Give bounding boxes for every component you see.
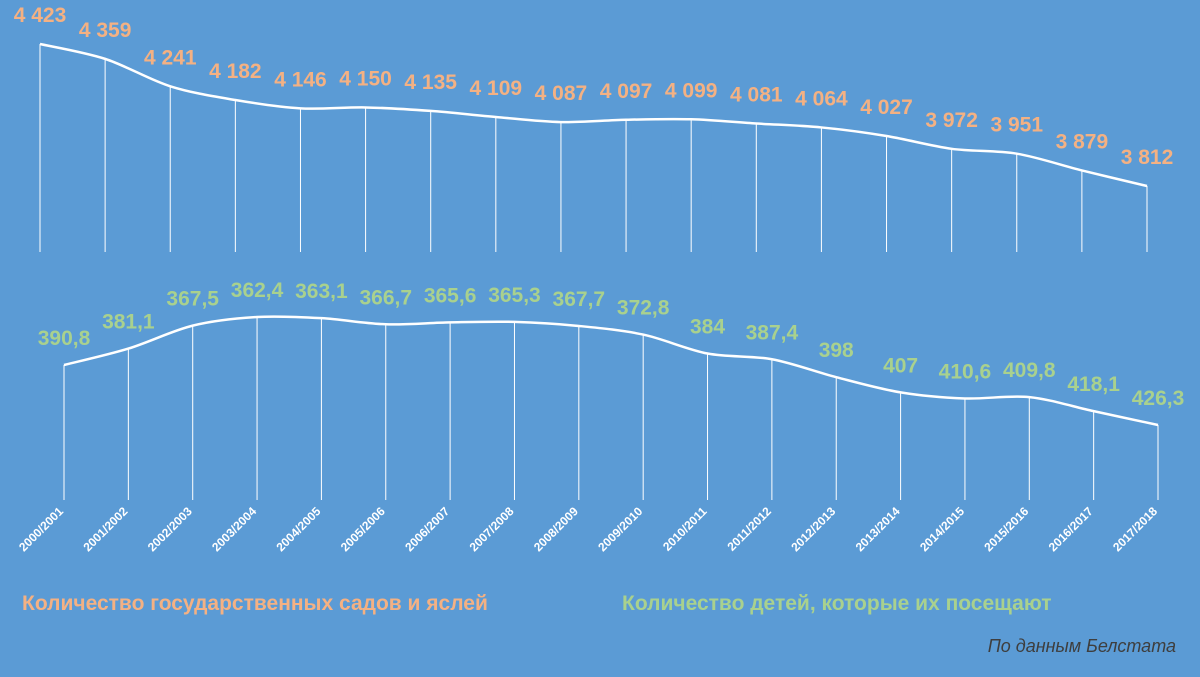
x-tick-label-7: 2007/2008 bbox=[467, 504, 517, 554]
data-label-kindergartens-17: 3 812 bbox=[1121, 146, 1174, 169]
data-label-kindergartens-7: 4 109 bbox=[470, 77, 523, 100]
data-label-children-10: 384 bbox=[690, 316, 725, 339]
data-label-children-7: 365,3 bbox=[488, 284, 541, 307]
data-label-children-4: 363,1 bbox=[295, 280, 348, 303]
data-label-kindergartens-16: 3 879 bbox=[1056, 130, 1109, 153]
data-label-children-9: 372,8 bbox=[617, 297, 670, 320]
data-label-children-11: 387,4 bbox=[746, 321, 799, 344]
data-label-kindergartens-13: 4 027 bbox=[860, 96, 913, 119]
data-label-children-17: 426,3 bbox=[1132, 387, 1185, 410]
data-label-kindergartens-0: 4 423 bbox=[14, 4, 67, 27]
data-label-children-3: 362,4 bbox=[231, 279, 284, 302]
data-label-kindergartens-11: 4 081 bbox=[730, 83, 783, 106]
data-label-kindergartens-4: 4 146 bbox=[274, 68, 327, 91]
x-tick-label-15: 2015/2016 bbox=[981, 504, 1031, 554]
data-label-children-14: 410,6 bbox=[939, 360, 992, 383]
x-tick-label-6: 2006/2007 bbox=[402, 504, 452, 554]
x-tick-label-4: 2004/2005 bbox=[274, 504, 324, 554]
data-label-children-13: 407 bbox=[883, 354, 918, 377]
source-note: По данным Белстата bbox=[987, 636, 1176, 656]
x-tick-label-16: 2016/2017 bbox=[1046, 504, 1096, 554]
x-tick-label-3: 2003/2004 bbox=[209, 504, 259, 554]
x-tick-label-11: 2011/2012 bbox=[724, 504, 774, 554]
data-label-children-8: 367,7 bbox=[553, 288, 606, 311]
data-label-kindergartens-3: 4 182 bbox=[209, 60, 262, 83]
x-tick-label-2: 2002/2003 bbox=[145, 504, 195, 554]
data-label-kindergartens-8: 4 087 bbox=[535, 82, 588, 105]
data-label-children-6: 365,6 bbox=[424, 284, 477, 307]
data-label-kindergartens-15: 3 951 bbox=[990, 114, 1043, 137]
data-label-kindergartens-1: 4 359 bbox=[79, 19, 132, 42]
data-label-kindergartens-2: 4 241 bbox=[144, 46, 197, 69]
x-tick-label-17: 2017/2018 bbox=[1110, 504, 1160, 554]
x-tick-label-5: 2005/2006 bbox=[338, 504, 388, 554]
data-label-kindergartens-6: 4 135 bbox=[404, 71, 457, 94]
data-label-kindergartens-9: 4 097 bbox=[600, 80, 653, 103]
data-label-children-0: 390,8 bbox=[38, 327, 91, 350]
x-tick-label-12: 2012/2013 bbox=[788, 504, 838, 554]
legend-series-children: Количество детей, которые их посещают bbox=[622, 592, 1052, 615]
x-tick-label-10: 2010/2011 bbox=[660, 504, 710, 554]
legend-series-kindergartens: Количество государственных садов и яслей bbox=[22, 592, 488, 615]
data-label-children-15: 409,8 bbox=[1003, 359, 1056, 382]
data-label-children-5: 366,7 bbox=[359, 286, 412, 309]
data-label-children-12: 398 bbox=[819, 339, 854, 362]
data-label-kindergartens-10: 4 099 bbox=[665, 79, 718, 102]
x-tick-label-13: 2013/2014 bbox=[853, 504, 903, 554]
series-line-kindergartens bbox=[39, 42, 1148, 188]
x-tick-label-9: 2009/2010 bbox=[595, 504, 645, 554]
x-tick-label-1: 2001/2002 bbox=[80, 504, 130, 554]
data-label-children-2: 367,5 bbox=[166, 288, 219, 311]
data-label-kindergartens-14: 3 972 bbox=[925, 109, 978, 132]
data-label-children-16: 418,1 bbox=[1067, 373, 1120, 396]
x-tick-label-14: 2014/2015 bbox=[917, 504, 967, 554]
data-label-children-1: 381,1 bbox=[102, 311, 155, 334]
x-tick-label-0: 2000/2001 bbox=[16, 504, 66, 554]
series-line-children bbox=[63, 315, 1159, 427]
data-label-kindergartens-5: 4 150 bbox=[339, 67, 392, 90]
data-label-kindergartens-12: 4 064 bbox=[795, 87, 848, 110]
x-tick-label-8: 2008/2009 bbox=[531, 504, 581, 554]
